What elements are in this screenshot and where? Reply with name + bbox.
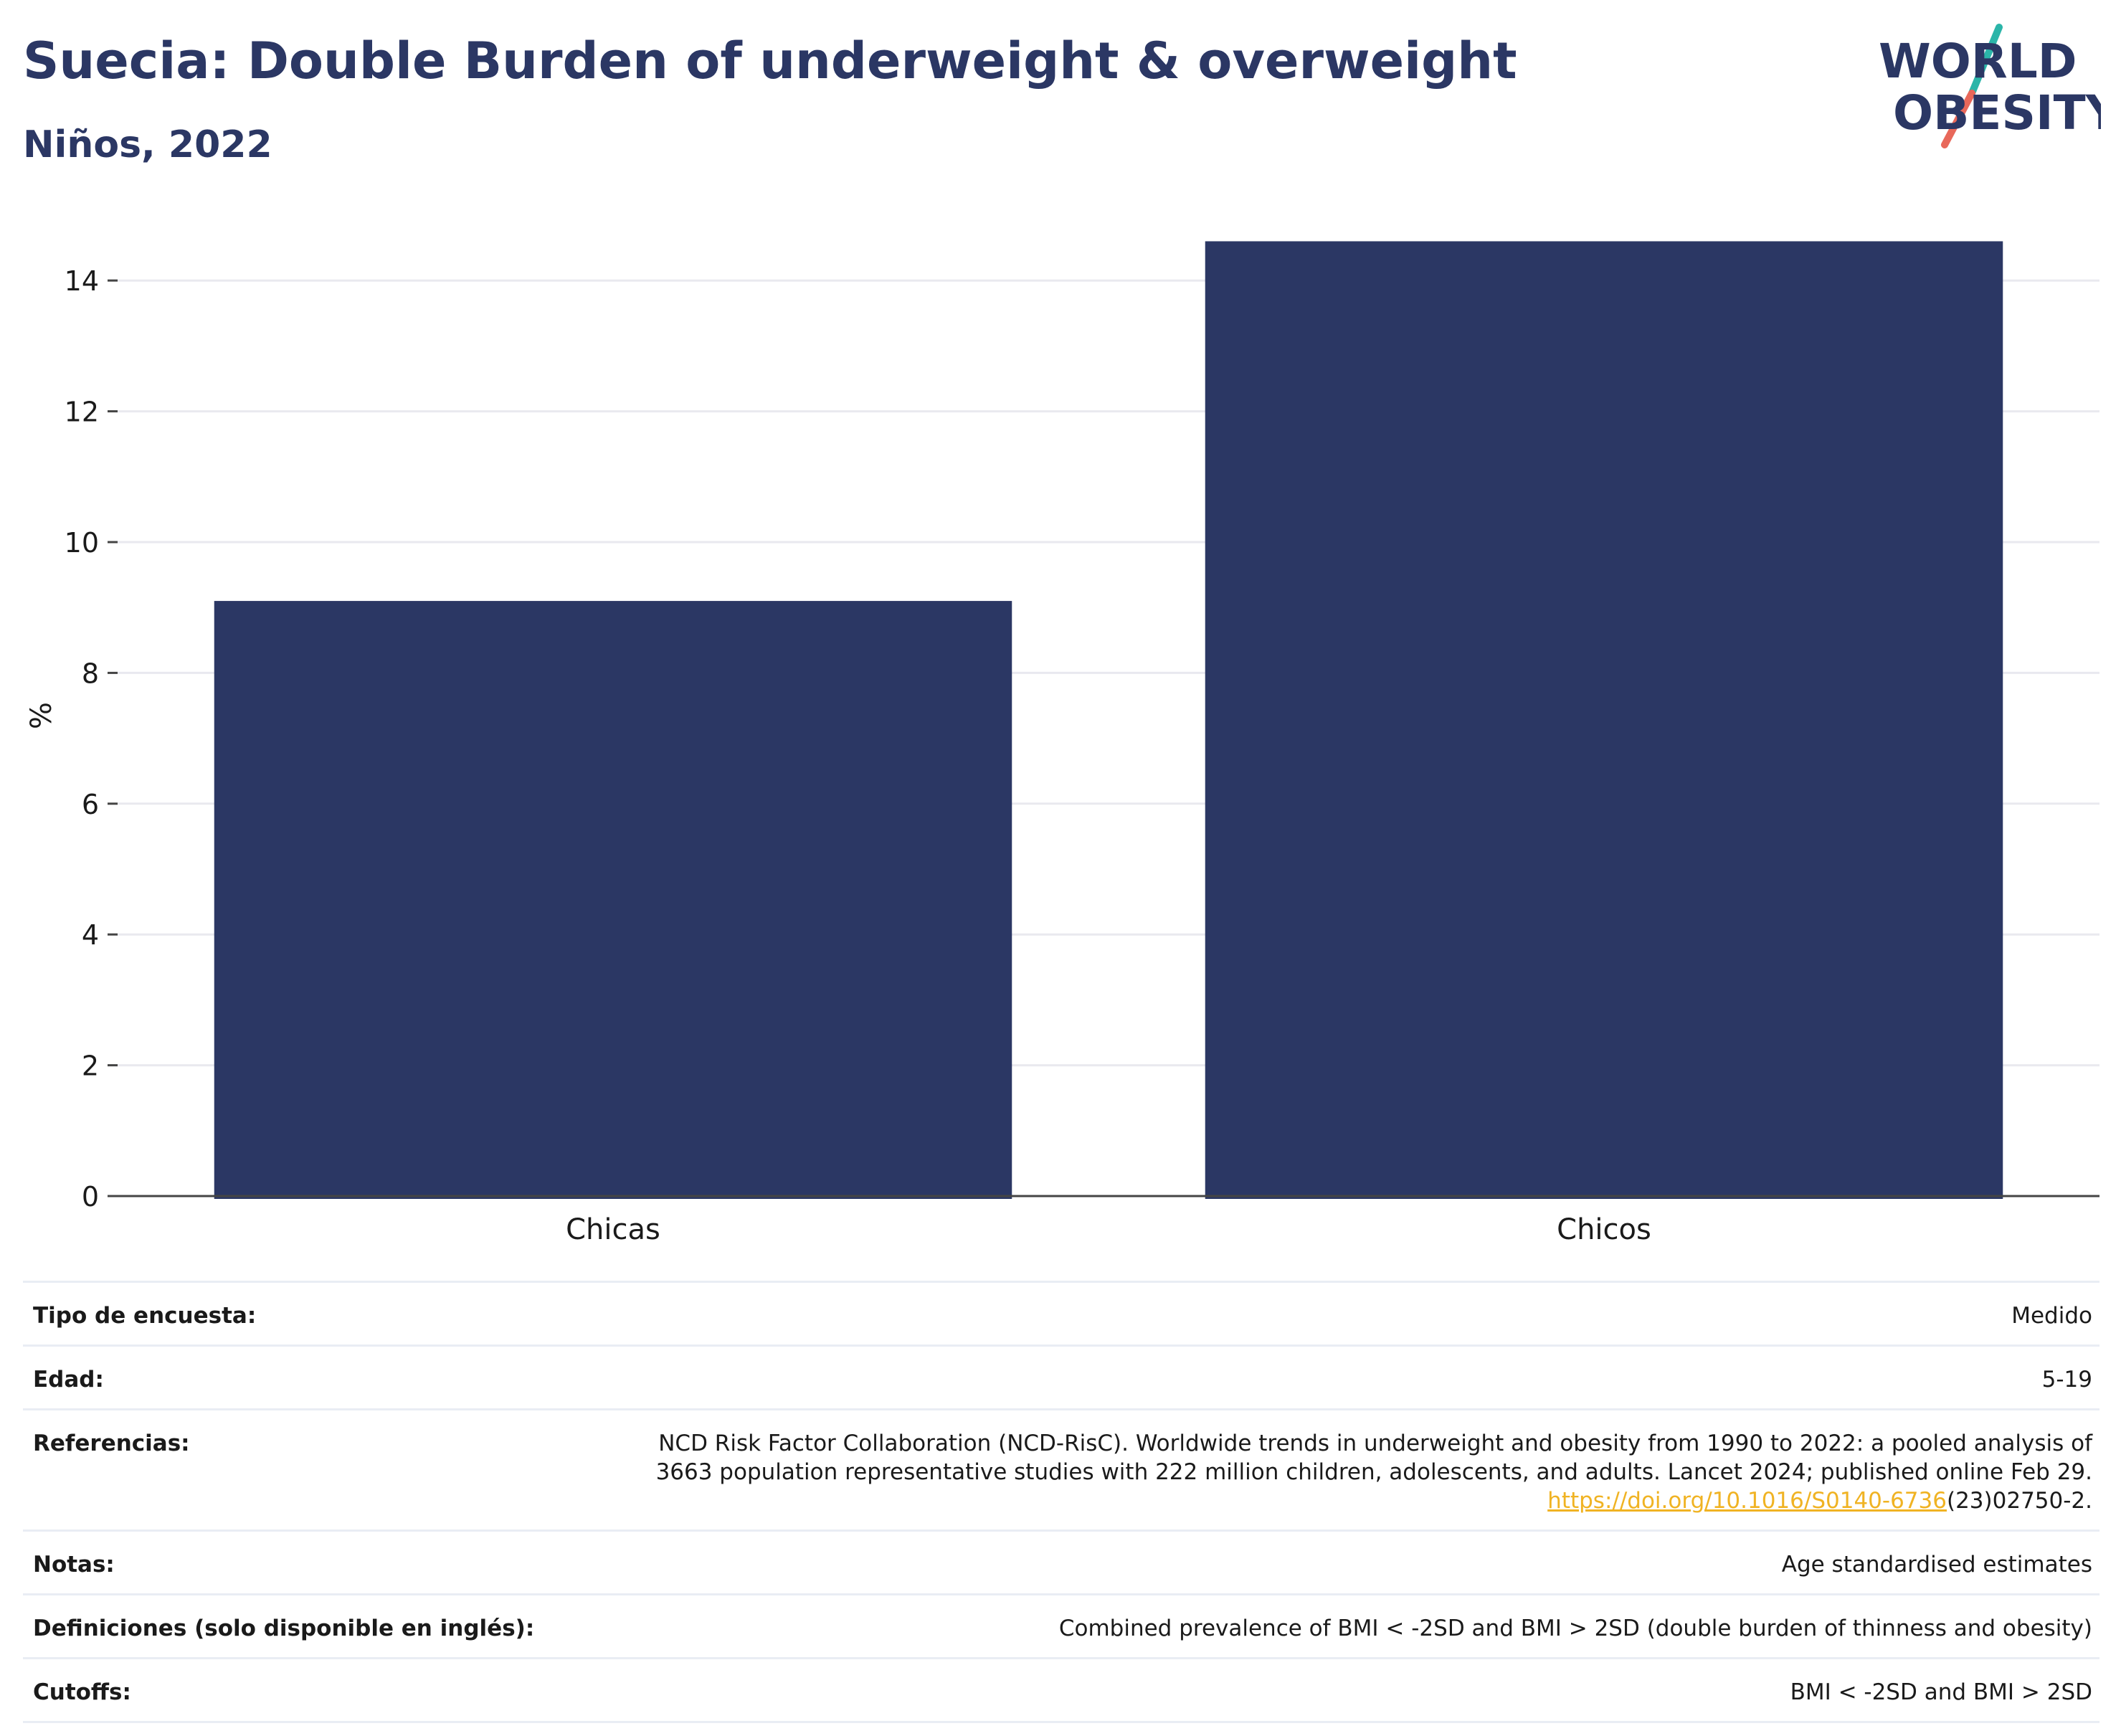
info-label: Cutoffs:: [23, 1657, 585, 1723]
reference-line-2: 3663 population representative studies w…: [655, 1459, 2092, 1485]
reference-line-3: https://doi.org/10.1016/S0140-6736(23)02…: [595, 1486, 2092, 1515]
bars: [214, 241, 2003, 1200]
y-tick-label: 6: [82, 789, 99, 820]
info-value: NCD Risk Factor Collaboration (NCD-RisC)…: [585, 1408, 2099, 1531]
info-row-cutoffs: Cutoffs: BMI < -2SD and BMI > 2SD: [23, 1657, 2099, 1723]
reference-line-1: NCD Risk Factor Collaboration (NCD-RisC)…: [658, 1431, 2092, 1456]
info-row-age: Edad: 5-19: [23, 1344, 2099, 1410]
y-tick-label: 2: [82, 1050, 99, 1082]
y-axis-label: %: [25, 702, 58, 730]
bar-chicas: [214, 601, 1012, 1199]
info-label: Tipo de encuesta:: [23, 1281, 585, 1346]
info-label: Referencias:: [23, 1408, 585, 1531]
x-tick-label: Chicas: [566, 1213, 660, 1246]
y-tick-labels: 0 2 4 6 8 10 12 14: [65, 265, 118, 1213]
x-tick-label: Chicos: [1557, 1213, 1651, 1246]
info-row-references: Referencias: NCD Risk Factor Collaborati…: [23, 1408, 2099, 1531]
y-tick-label: 4: [82, 919, 99, 951]
info-value: Medido: [585, 1281, 2099, 1346]
logo-slash-top: [1968, 24, 2003, 97]
y-tick-label: 10: [65, 527, 99, 559]
info-table: Tipo de encuesta: Medido Edad: 5-19 Refe…: [23, 1281, 2099, 1723]
chart-subtitle: Niños, 2022: [23, 123, 272, 166]
info-value: Combined prevalence of BMI < -2SD and BM…: [585, 1593, 2099, 1659]
chart-title: Suecia: Double Burden of underweight & o…: [23, 32, 1517, 90]
info-row-definitions: Definiciones (solo disponible en inglés)…: [23, 1593, 2099, 1659]
world-obesity-logo: WORLD OBESITY: [1879, 24, 2101, 148]
reference-doi-link[interactable]: https://doi.org/10.1016/S0140-6736: [1547, 1488, 1947, 1514]
reference-doi-suffix: (23)02750-2.: [1946, 1488, 2092, 1514]
logo-text-world: WORLD: [1879, 34, 2077, 89]
info-row-notes: Notas: Age standardised estimates: [23, 1529, 2099, 1595]
bar-chart: 0 2 4 6 8 10 12 14 Chicas Chicos: [65, 241, 2099, 1246]
info-value: Age standardised estimates: [585, 1529, 2099, 1595]
y-tick-label: 0: [82, 1181, 99, 1213]
bar-chicos: [1205, 241, 2003, 1200]
info-row-survey-type: Tipo de encuesta: Medido: [23, 1281, 2099, 1346]
logo-slash-bottom: [1941, 90, 1975, 148]
y-tick-label: 8: [82, 658, 99, 689]
x-tick-labels: Chicas Chicos: [566, 1213, 1651, 1246]
info-label: Notas:: [23, 1529, 585, 1595]
info-value: 5-19: [585, 1344, 2099, 1410]
y-tick-label: 12: [65, 397, 99, 428]
y-tick-label: 14: [65, 265, 99, 297]
info-value: BMI < -2SD and BMI > 2SD: [585, 1657, 2099, 1723]
logo-text-obesity: OBESITY: [1893, 85, 2101, 141]
info-label: Edad:: [23, 1344, 585, 1410]
info-label: Definiciones (solo disponible en inglés)…: [23, 1593, 585, 1659]
